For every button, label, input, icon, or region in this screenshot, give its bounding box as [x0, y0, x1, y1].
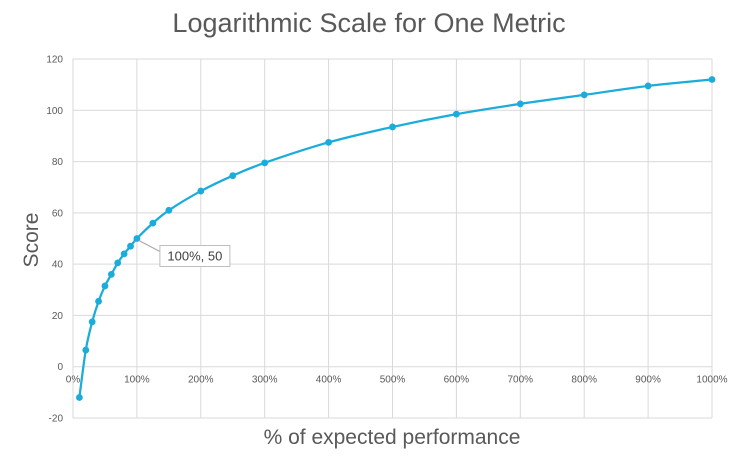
data-point — [165, 206, 173, 214]
chart-title: Logarithmic Scale for One Metric — [172, 8, 566, 38]
x-tick-label: 800% — [571, 375, 597, 386]
data-point — [149, 219, 157, 227]
y-tick-label: 120 — [46, 55, 63, 66]
data-point — [389, 123, 396, 131]
annotation-label: 100%, 50 — [167, 249, 222, 264]
data-point — [516, 100, 524, 108]
x-tick-label: 300% — [252, 375, 278, 386]
data-point — [107, 271, 115, 278]
annotation-layer: 100%, 50 — [138, 240, 231, 267]
y-tick-label: 40 — [52, 260, 64, 271]
y-tick-label: -20 — [49, 414, 64, 425]
data-point — [580, 91, 588, 99]
y-tick-label: 60 — [52, 208, 64, 219]
series-layer — [75, 76, 716, 401]
data-point — [75, 394, 83, 401]
x-tick-label: 200% — [188, 375, 214, 386]
data-point — [88, 318, 96, 326]
x-tick-label: 1000% — [696, 375, 727, 386]
y-tick-label: 20 — [52, 311, 64, 322]
data-point — [197, 187, 205, 195]
data-point — [101, 282, 109, 290]
tick-labels: -20 0 20 40 60 80 100 120 0% 100% 200% 300% 400% 500%… — [46, 55, 727, 425]
data-point — [229, 172, 237, 180]
y-tick-label: 0 — [57, 362, 63, 373]
annotation-leader — [138, 240, 161, 252]
x-tick-label: 900% — [635, 375, 661, 386]
data-point — [644, 82, 652, 90]
data-point — [261, 159, 269, 167]
data-point — [453, 110, 460, 118]
x-axis-title: % of expected performance — [264, 426, 521, 449]
data-point — [82, 346, 90, 354]
data-point — [127, 242, 134, 250]
gridlines — [72, 58, 713, 419]
x-tick-label: 100% — [124, 375, 150, 386]
data-point — [708, 76, 716, 83]
y-tick-label: 100 — [46, 106, 63, 117]
data-point — [120, 250, 128, 258]
data-point — [325, 138, 332, 146]
y-axis-title: Score — [20, 213, 43, 268]
data-point — [95, 297, 102, 305]
x-tick-label: 400% — [316, 375, 342, 386]
data-point — [114, 259, 122, 267]
x-tick-label: 0% — [66, 375, 81, 386]
x-tick-label: 700% — [508, 375, 534, 386]
x-tick-label: 600% — [444, 375, 470, 386]
data-point — [133, 235, 141, 242]
annotation-box — [159, 245, 231, 267]
y-tick-label: 80 — [52, 157, 64, 168]
x-tick-label: 500% — [380, 375, 406, 386]
